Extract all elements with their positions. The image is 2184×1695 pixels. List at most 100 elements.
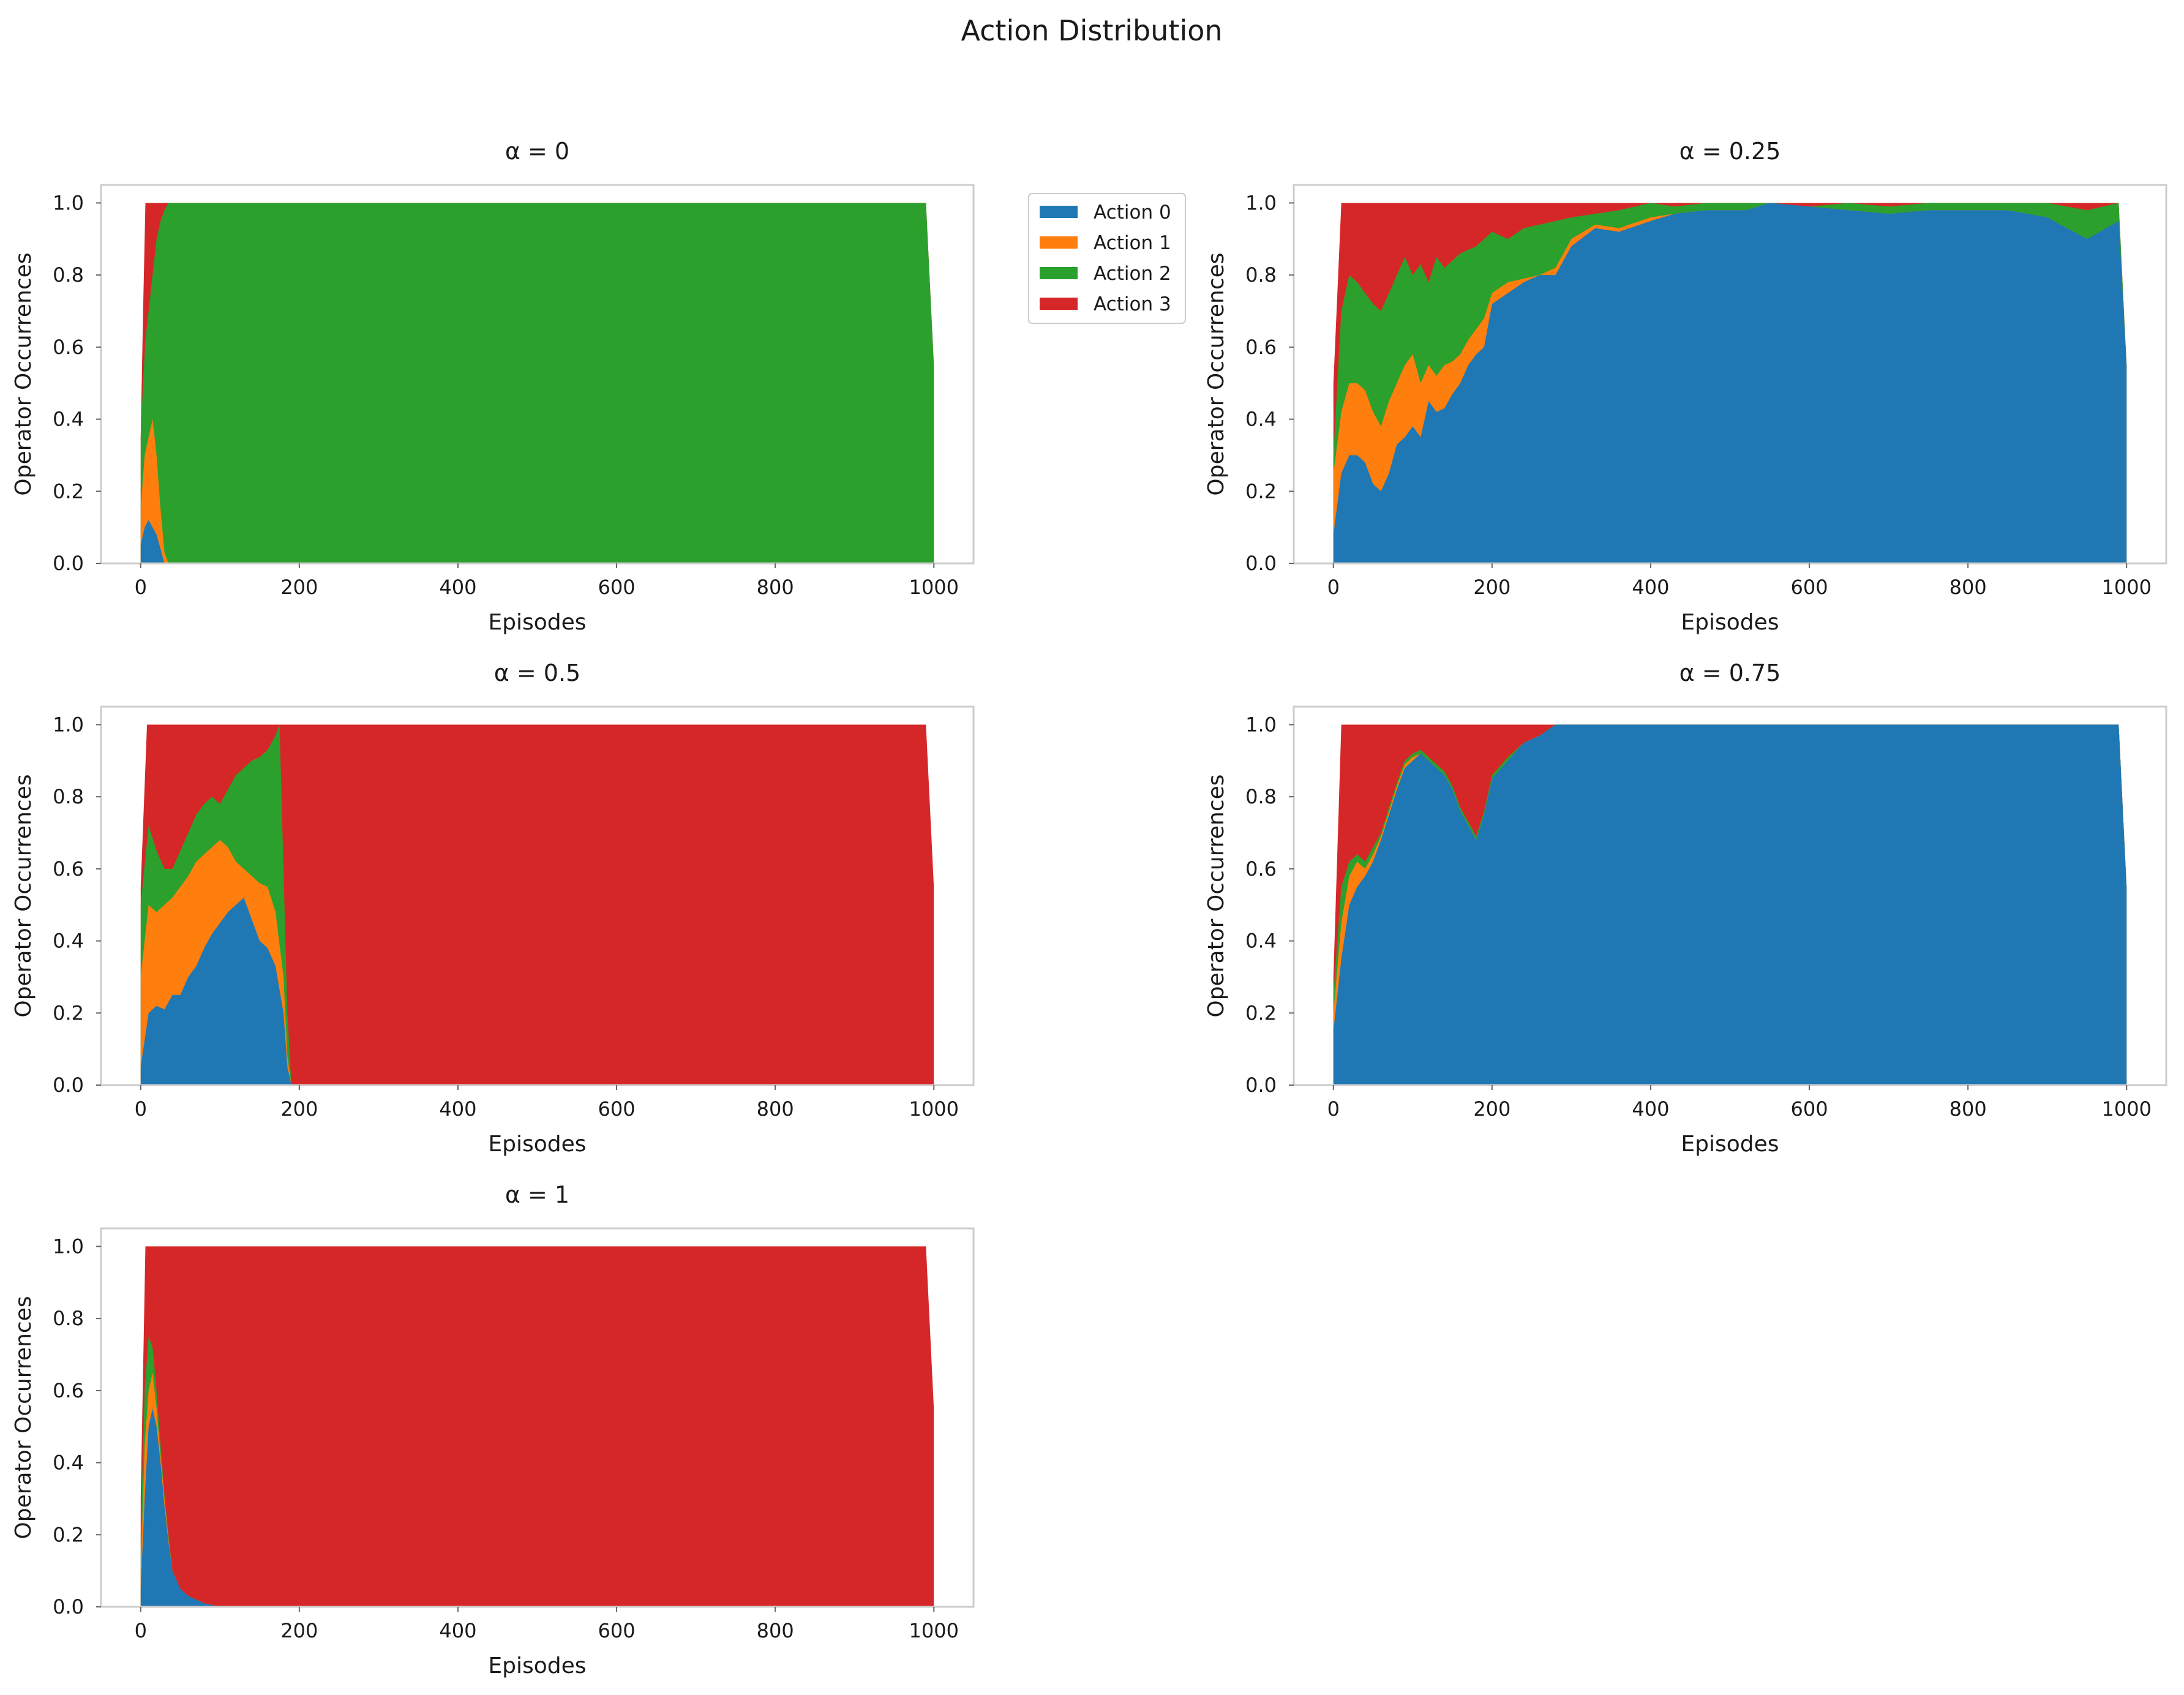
y-axis-label: Operator Occurrences <box>11 252 36 495</box>
y-tick-label: 1.0 <box>1245 713 1277 736</box>
y-tick-label: 1.0 <box>53 713 84 736</box>
panel-title: α = 1 <box>505 1181 569 1208</box>
y-tick-label: 0.2 <box>53 1523 84 1546</box>
legend-box <box>1028 193 1186 324</box>
area-action-2 <box>140 203 934 563</box>
x-tick-label: 600 <box>598 1619 636 1642</box>
legend-label: Action 0 <box>1094 201 1171 224</box>
x-tick-label: 1000 <box>2102 1097 2152 1121</box>
x-tick-label: 600 <box>1791 1097 1828 1121</box>
legend-label: Action 3 <box>1094 293 1171 315</box>
y-tick-label: 0.0 <box>1245 1073 1277 1097</box>
panel-title: α = 0.75 <box>1679 660 1781 686</box>
x-tick-label: 400 <box>439 576 476 599</box>
x-tick-label: 200 <box>1473 576 1510 599</box>
y-tick-label: 0.2 <box>53 479 84 503</box>
legend-swatch <box>1040 298 1078 310</box>
plot-frame <box>100 1227 975 1608</box>
y-tick-label: 0.6 <box>1245 857 1277 881</box>
x-tick-label: 0 <box>1327 1097 1340 1121</box>
plot-frame <box>100 705 975 1086</box>
y-tick-label: 0.8 <box>1245 785 1277 808</box>
y-tick-label: 0.4 <box>1245 930 1277 953</box>
area-action-3 <box>140 1246 934 1607</box>
x-tick-label: 1000 <box>2102 576 2152 599</box>
x-tick-label: 600 <box>1791 576 1828 599</box>
panel-3: α = 0.75 0 200 400 600 800 1000 0.0 0.2 0.4 0.6 0.8… <box>1204 660 2167 1157</box>
y-tick-label: 0.0 <box>1245 552 1277 575</box>
plot-frame <box>1293 184 2167 565</box>
y-axis-label: Operator Occurrences <box>11 1296 36 1539</box>
area-action-0 <box>1333 203 2127 563</box>
panel-title: α = 0.25 <box>1679 138 1781 165</box>
x-tick-label: 0 <box>135 576 147 599</box>
plot-frame <box>100 184 975 565</box>
y-tick-label: 0.0 <box>53 552 84 575</box>
x-tick-label: 400 <box>439 1097 476 1121</box>
y-tick-label: 0.6 <box>53 857 84 881</box>
legend-swatch <box>1040 206 1078 218</box>
legend-swatch <box>1040 236 1078 249</box>
y-tick-label: 1.0 <box>1245 191 1277 214</box>
panel-0: α = 0 0 200 400 600 800 1000 0.0 0.2 0.4 0.6 0.8 1.0… <box>11 138 975 635</box>
panel-title: α = 0.5 <box>494 660 580 686</box>
legend-label: Action 2 <box>1094 263 1171 285</box>
x-tick-label: 200 <box>280 1619 318 1642</box>
x-tick-label: 800 <box>1949 576 1987 599</box>
x-tick-label: 0 <box>135 1619 147 1642</box>
y-tick-label: 0.0 <box>53 1595 84 1618</box>
x-tick-label: 200 <box>1473 1097 1510 1121</box>
y-tick-label: 0.8 <box>53 263 84 287</box>
y-axis-label: Operator Occurrences <box>11 774 36 1017</box>
area-action-0 <box>140 897 934 1085</box>
panel-2: α = 0.5 0 200 400 600 800 1000 0.0 0.2 0.4 0.6 0.8 1… <box>11 660 975 1157</box>
y-tick-label: 0.0 <box>53 1073 84 1097</box>
x-axis-label: Episodes <box>1681 610 1779 635</box>
x-tick-label: 800 <box>757 1097 794 1121</box>
y-axis-label: Operator Occurrences <box>1204 774 1229 1017</box>
x-axis-label: Episodes <box>488 1132 586 1157</box>
x-tick-label: 400 <box>1632 576 1669 599</box>
y-tick-label: 1.0 <box>53 191 84 214</box>
x-tick-label: 0 <box>135 1097 147 1121</box>
y-tick-label: 0.2 <box>53 1001 84 1024</box>
x-tick-label: 400 <box>1632 1097 1669 1121</box>
y-tick-label: 0.6 <box>53 336 84 359</box>
x-axis-label: Episodes <box>488 610 586 635</box>
x-axis-label: Episodes <box>488 1653 586 1678</box>
area-action-3 <box>140 724 934 1085</box>
x-tick-label: 600 <box>598 1097 636 1121</box>
y-tick-label: 0.8 <box>53 1307 84 1330</box>
y-tick-label: 0.2 <box>1245 479 1277 503</box>
y-tick-label: 1.0 <box>53 1235 84 1258</box>
y-tick-label: 0.6 <box>53 1379 84 1402</box>
x-tick-label: 400 <box>439 1619 476 1642</box>
x-tick-label: 800 <box>757 1619 794 1642</box>
legend-label: Action 1 <box>1094 232 1171 254</box>
x-tick-label: 800 <box>1949 1097 1987 1121</box>
y-tick-label: 0.4 <box>53 1451 84 1475</box>
x-tick-label: 600 <box>598 576 636 599</box>
x-axis-label: Episodes <box>1681 1132 1779 1157</box>
x-tick-label: 1000 <box>909 1097 959 1121</box>
plot-frame <box>1293 705 2167 1086</box>
y-tick-label: 0.8 <box>53 785 84 808</box>
y-tick-label: 0.8 <box>1245 263 1277 287</box>
y-tick-label: 0.4 <box>53 408 84 431</box>
panel-4: α = 1 0 200 400 600 800 1000 0.0 0.2 0.4 0.6 0.8 1.0… <box>11 1181 975 1678</box>
x-tick-label: 1000 <box>909 1619 959 1642</box>
y-tick-label: 0.4 <box>53 930 84 953</box>
x-tick-label: 0 <box>1327 576 1340 599</box>
x-tick-label: 200 <box>280 1097 318 1121</box>
y-tick-label: 0.6 <box>1245 336 1277 359</box>
panel-1: α = 0.25 0 200 400 600 800 1000 0.0 0.2 0.4 0.6 0.8… <box>1204 138 2167 635</box>
panel-title: α = 0 <box>505 138 569 165</box>
y-tick-label: 0.2 <box>1245 1001 1277 1024</box>
y-tick-label: 0.4 <box>1245 408 1277 431</box>
figure-title: Action Distribution <box>961 14 1222 47</box>
legend: Action 0 Action 1 Action 2 Action 3 <box>1028 193 1186 324</box>
x-tick-label: 1000 <box>909 576 959 599</box>
y-axis-label: Operator Occurrences <box>1204 252 1229 495</box>
area-action-0 <box>1333 724 2127 1085</box>
